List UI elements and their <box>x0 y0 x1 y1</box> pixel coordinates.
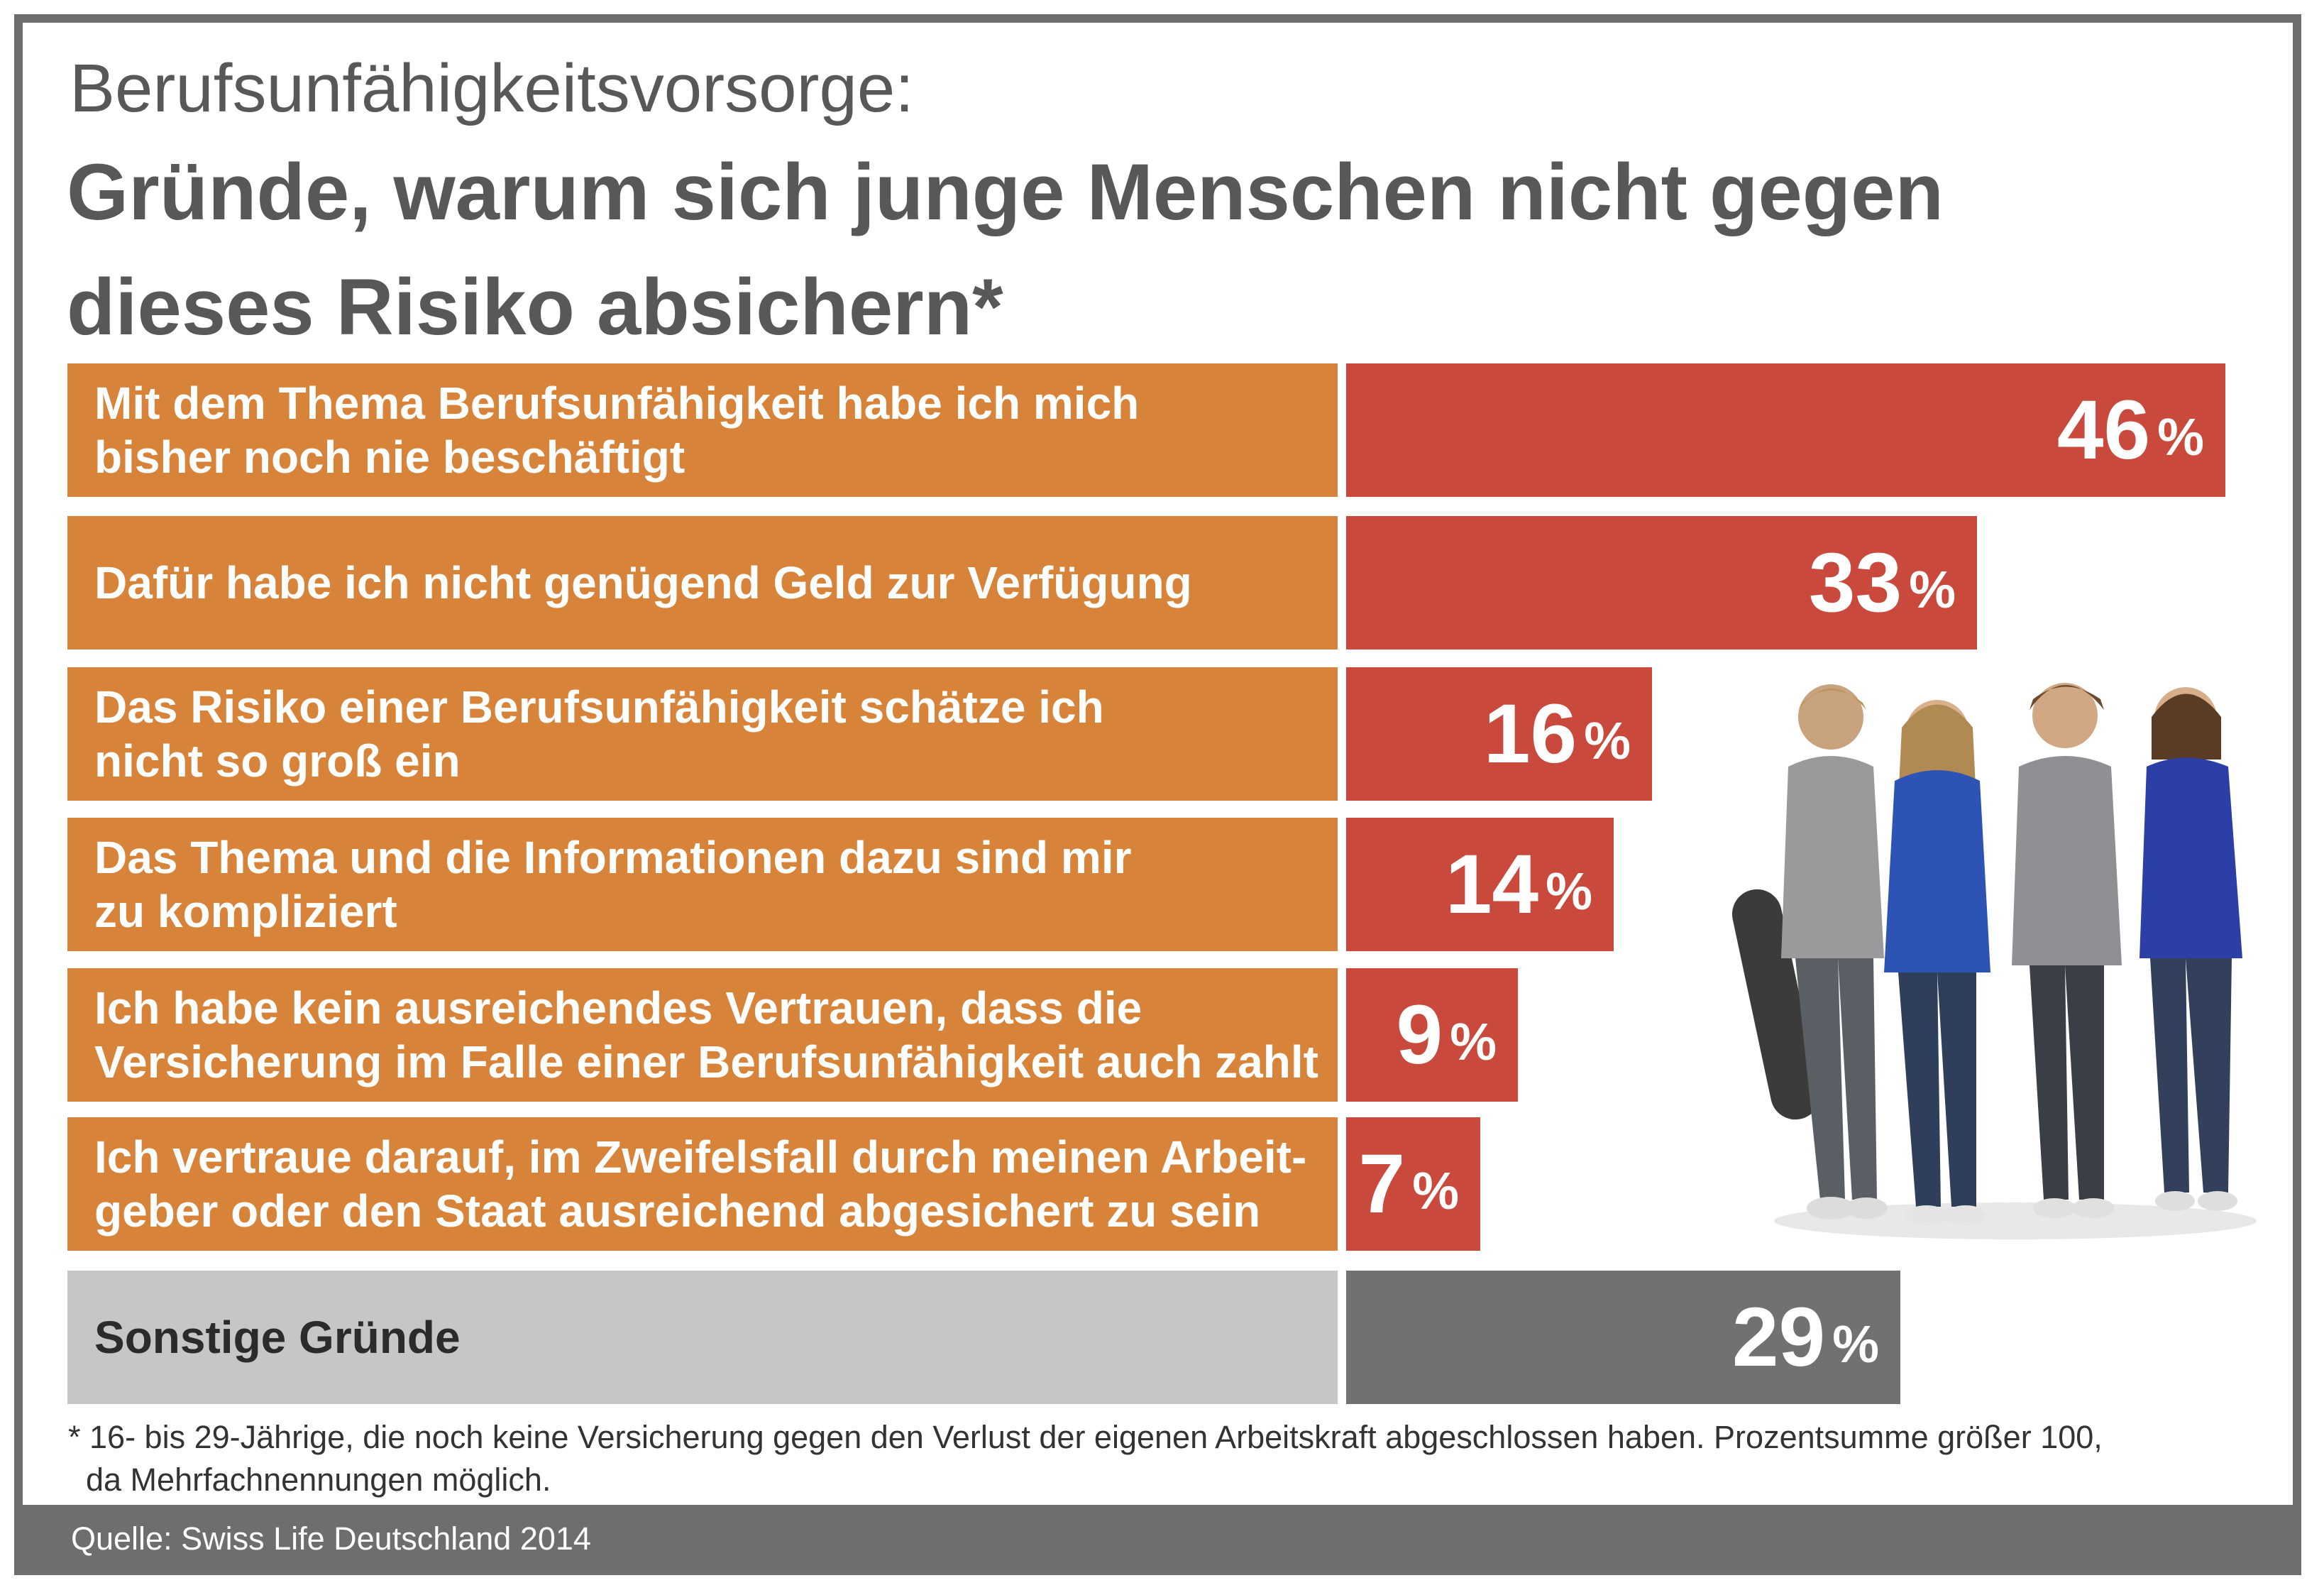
chart-title: Gründe, warum sich junge Menschen nicht … <box>67 148 1944 351</box>
category-label: Dafür habe ich nicht genügend Geld zur V… <box>67 516 1338 649</box>
category-label-text: Sonstige Gründe <box>94 1310 461 1364</box>
category-label-text: Das Thema und die Informationen dazu sin… <box>94 831 1132 938</box>
category-label-line: nicht so groß ein <box>94 735 461 786</box>
value-label: 7 <box>1358 1137 1406 1231</box>
percent-sign: % <box>1584 711 1631 770</box>
value-label: 33 <box>1808 536 1902 630</box>
footnote: * 16- bis 29-Jährige, die noch keine Ver… <box>68 1416 2240 1501</box>
category-label-line: Versicherung im Falle einer Berufsunfähi… <box>94 1036 1318 1087</box>
value-label: 46 <box>2056 383 2151 477</box>
footnote-line-1: * 16- bis 29-Jährige, die noch keine Ver… <box>68 1419 2103 1455</box>
bar: 29% <box>1346 1271 1900 1404</box>
percent-sign: % <box>1832 1315 1879 1374</box>
category-label: Das Risiko einer Berufsunfähigkeit schät… <box>67 667 1338 801</box>
bar: 14% <box>1346 818 1614 951</box>
source-bar <box>23 1505 2293 1572</box>
category-label-line: Ich habe kein ausreichendes Vertrauen, d… <box>94 982 1142 1034</box>
source-text: Quelle: Swiss Life Deutschland 2014 <box>71 1520 591 1557</box>
bar: 7% <box>1346 1117 1480 1251</box>
bar: 9% <box>1346 968 1518 1102</box>
percent-sign: % <box>1546 862 1592 921</box>
category-label-text: Mit dem Thema Berufsunfähigkeit habe ich… <box>94 376 1139 484</box>
category-label-text: Ich vertraue darauf, im Zweifelsfall dur… <box>94 1130 1306 1238</box>
category-label-line: Sonstige Gründe <box>94 1312 461 1363</box>
category-label: Sonstige Gründe <box>67 1271 1338 1404</box>
chart-subtitle: Berufsunfähigkeitsvorsorge: <box>70 50 914 126</box>
category-label-line: Ich vertraue darauf, im Zweifelsfall dur… <box>94 1131 1307 1183</box>
percent-sign: % <box>1909 560 1956 619</box>
category-label-line: Das Risiko einer Berufsunfähigkeit schät… <box>94 681 1104 733</box>
value-label: 9 <box>1396 988 1443 1082</box>
footnote-line-2: da Mehrfachnennungen möglich. <box>68 1462 551 1498</box>
value-label: 14 <box>1445 838 1539 931</box>
category-label-line: geber oder den Staat ausreichend abgesic… <box>94 1185 1261 1237</box>
bar: 16% <box>1346 667 1652 801</box>
category-label: Ich habe kein ausreichendes Vertrauen, d… <box>67 968 1338 1102</box>
percent-sign: % <box>1450 1012 1497 1071</box>
category-label-line: bisher noch nie beschäftigt <box>94 432 685 483</box>
category-label-text: Das Risiko einer Berufsunfähigkeit schät… <box>94 680 1104 788</box>
young-people-photo <box>1731 683 2257 1239</box>
percent-sign: % <box>2157 407 2204 466</box>
category-label-line: Mit dem Thema Berufsunfähigkeit habe ich… <box>94 378 1140 429</box>
category-label-text: Dafür habe ich nicht genügend Geld zur V… <box>94 556 1192 610</box>
category-label: Mit dem Thema Berufsunfähigkeit habe ich… <box>67 363 1338 497</box>
category-label-line: Dafür habe ich nicht genügend Geld zur V… <box>94 557 1192 608</box>
category-label-line: zu kompliziert <box>94 886 397 937</box>
category-label: Das Thema und die Informationen dazu sin… <box>67 818 1338 951</box>
value-label: 16 <box>1483 687 1577 781</box>
category-label-line: Das Thema und die Informationen dazu sin… <box>94 832 1132 883</box>
category-label-text: Ich habe kein ausreichendes Vertrauen, d… <box>94 981 1318 1089</box>
bar: 33% <box>1346 516 1977 649</box>
bar: 46% <box>1346 363 2225 497</box>
value-label: 29 <box>1731 1290 1826 1384</box>
category-label: Ich vertraue darauf, im Zweifelsfall dur… <box>67 1117 1338 1251</box>
percent-sign: % <box>1412 1161 1459 1220</box>
